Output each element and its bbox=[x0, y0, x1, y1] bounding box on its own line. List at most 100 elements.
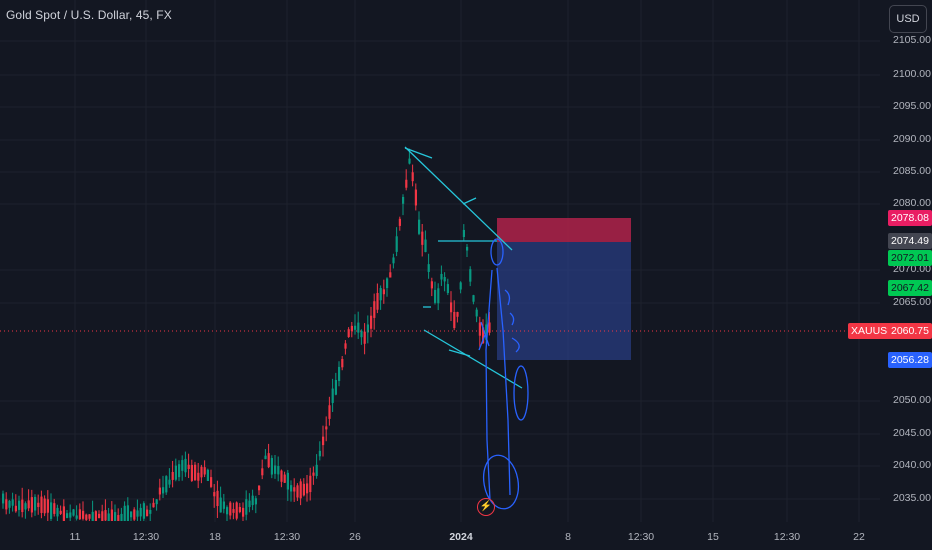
candle-body bbox=[50, 502, 53, 519]
candle-body bbox=[482, 327, 485, 344]
candle-body bbox=[299, 481, 302, 499]
candle-body bbox=[344, 343, 347, 349]
price-tick: 2065.00 bbox=[893, 296, 931, 308]
candle-body bbox=[146, 509, 149, 517]
candle-body bbox=[440, 273, 443, 280]
candle-body bbox=[24, 503, 27, 510]
candle-body bbox=[149, 509, 152, 514]
candle-body bbox=[478, 322, 481, 336]
candle-body bbox=[437, 288, 440, 304]
candle-body bbox=[267, 453, 270, 468]
candle-body bbox=[155, 499, 158, 505]
candle-body bbox=[251, 495, 254, 506]
candle-body bbox=[206, 469, 209, 481]
time-axis[interactable]: 11 12:30 18 12:30 26 2024 8 12:30 15 12:30 22 bbox=[0, 522, 880, 550]
candle-body bbox=[270, 458, 273, 475]
candle-body bbox=[123, 505, 126, 521]
candle-body bbox=[238, 506, 241, 513]
candle-body bbox=[306, 483, 309, 494]
candle-body bbox=[248, 500, 251, 508]
candle-body bbox=[187, 464, 190, 469]
time-tick: 12:30 bbox=[627, 531, 655, 543]
candle-body bbox=[203, 467, 206, 475]
candle-body bbox=[331, 388, 334, 403]
candle-body bbox=[469, 269, 472, 282]
candle-body bbox=[88, 514, 91, 519]
candle-body bbox=[126, 505, 129, 521]
candle-body bbox=[69, 512, 72, 518]
candle-body bbox=[158, 487, 161, 495]
candle-body bbox=[309, 475, 312, 493]
candle-body bbox=[254, 498, 257, 505]
candle-body bbox=[434, 289, 437, 303]
candle-body bbox=[94, 511, 97, 521]
candle-body bbox=[245, 499, 248, 515]
time-tick: 12:30 bbox=[273, 531, 301, 543]
candle-body bbox=[325, 426, 328, 430]
candle-body bbox=[328, 405, 331, 419]
candle-body bbox=[318, 450, 321, 457]
flash-icon[interactable]: ⚡ bbox=[477, 498, 495, 516]
candle-body bbox=[350, 325, 353, 332]
candle-body bbox=[40, 496, 43, 513]
candle-body bbox=[277, 466, 280, 475]
candle-body bbox=[366, 324, 369, 333]
price-axis[interactable]: 2105.00 2100.00 2095.00 2090.00 2085.00 2080.… bbox=[880, 0, 932, 550]
candle-body bbox=[402, 196, 405, 204]
candle-body bbox=[322, 436, 325, 446]
candle-body bbox=[34, 496, 37, 511]
candle-body bbox=[194, 464, 197, 481]
chart-grid bbox=[0, 0, 880, 522]
candle-body bbox=[453, 311, 456, 329]
candle-body bbox=[462, 229, 465, 237]
price-tick: 2090.00 bbox=[893, 133, 931, 145]
price-tick: 2040.00 bbox=[893, 459, 931, 471]
candle-body bbox=[210, 477, 213, 487]
target-zone bbox=[497, 242, 631, 360]
candle-body bbox=[376, 292, 379, 310]
candle-body bbox=[302, 483, 305, 496]
candle-body bbox=[341, 359, 344, 368]
price-chart[interactable] bbox=[0, 0, 880, 522]
price-tick: 2100.00 bbox=[893, 68, 931, 80]
green-price-badge-1: 2072.01 bbox=[888, 250, 932, 266]
candle-body bbox=[459, 282, 462, 290]
time-tick: 11 bbox=[69, 531, 81, 543]
candle-body bbox=[56, 507, 59, 517]
candle-body bbox=[450, 302, 453, 313]
candle-body bbox=[338, 366, 341, 381]
candle-body bbox=[53, 503, 56, 514]
time-tick: 26 bbox=[349, 531, 361, 543]
candle-body bbox=[466, 246, 469, 251]
candle-body bbox=[456, 312, 459, 317]
candle-body bbox=[430, 281, 433, 289]
price-tick: 2050.00 bbox=[893, 394, 931, 406]
candle-body bbox=[200, 466, 203, 478]
candle-body bbox=[418, 219, 421, 234]
candle-body bbox=[14, 505, 17, 512]
price-tick: 2085.00 bbox=[893, 165, 931, 177]
candle-body bbox=[232, 509, 235, 513]
candles bbox=[2, 148, 491, 521]
candle-body bbox=[27, 500, 30, 509]
candle-body bbox=[5, 499, 8, 510]
time-tick: 12:30 bbox=[773, 531, 801, 543]
candle-body bbox=[110, 509, 113, 521]
stop-price-badge: 2078.08 bbox=[888, 210, 932, 226]
currency-button[interactable]: USD bbox=[889, 5, 927, 33]
stop-zone bbox=[497, 218, 631, 242]
candle-body bbox=[133, 509, 136, 520]
time-tick: 18 bbox=[209, 531, 221, 543]
candle-body bbox=[264, 455, 267, 460]
candle-body bbox=[11, 499, 14, 506]
candle-body bbox=[392, 257, 395, 264]
candle-body bbox=[165, 476, 168, 493]
candle-body bbox=[424, 239, 427, 253]
time-tick: 2024 bbox=[449, 531, 473, 543]
candle-body bbox=[427, 264, 430, 272]
candle-body bbox=[408, 158, 411, 164]
price-tick: 2095.00 bbox=[893, 100, 931, 112]
current-price-badge: 2060.75 bbox=[888, 323, 932, 339]
freehand-drawings bbox=[478, 238, 529, 510]
candle-body bbox=[485, 324, 488, 340]
